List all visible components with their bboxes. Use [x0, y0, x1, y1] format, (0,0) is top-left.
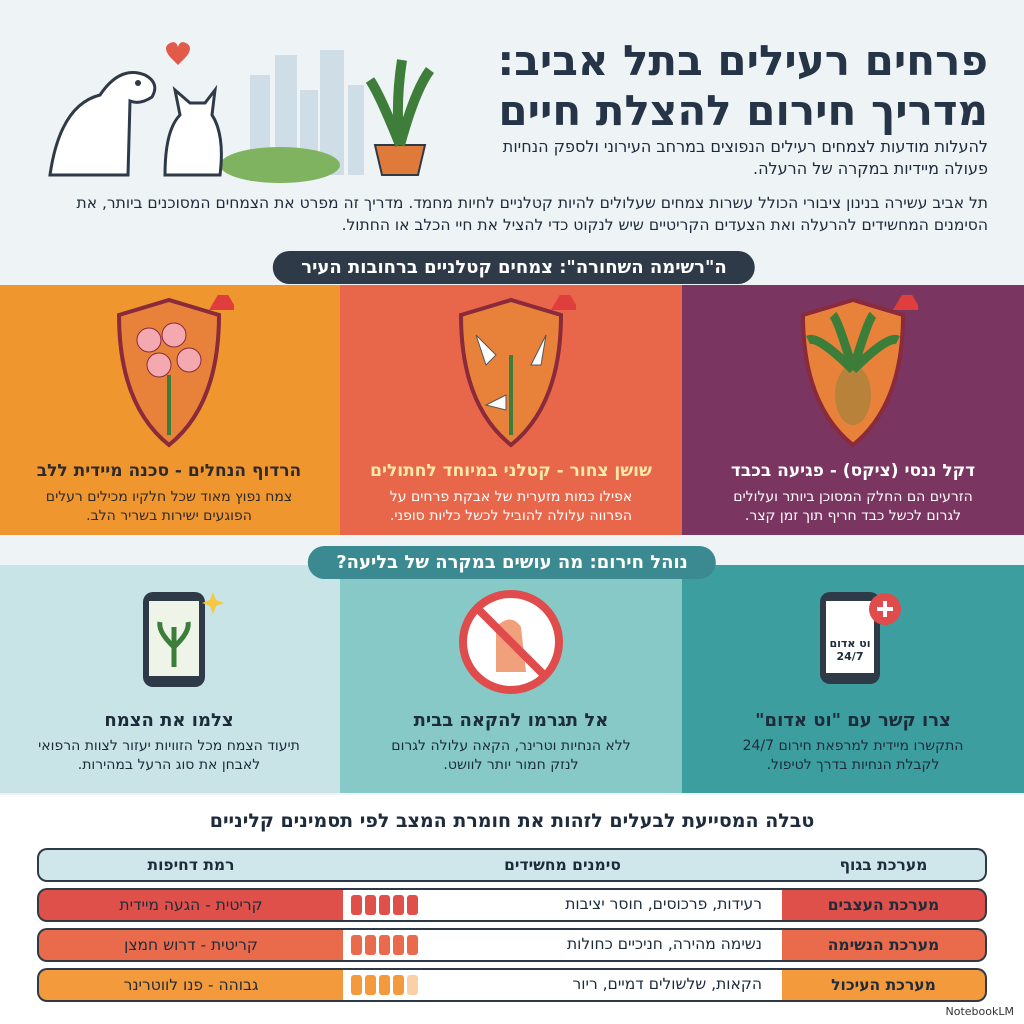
severity-bar-segment: [393, 935, 404, 955]
severity-indicator: [351, 895, 418, 915]
severity-bar-segment: [407, 975, 418, 995]
severity-bar-segment: [407, 895, 418, 915]
plant-name: הרדוף הנחלים - סכנה מיידית ללב: [36, 461, 302, 481]
table-row: מערכת הנשימה נשימה מהירה, חניכיים כחולות…: [37, 928, 987, 962]
table-row: מערכת העצבים רעידות, פרכוסים, חוסר יציבו…: [37, 888, 987, 922]
col-header-signs: סימנים מחשידים: [343, 848, 782, 882]
plant-description: צמח נפוץ מאוד שכל חלקיו מכילים רעלים הפו…: [45, 489, 293, 524]
pets-city-illustration: [48, 42, 435, 183]
severity-indicator: [351, 935, 418, 955]
phone-hours: 24/7: [836, 650, 864, 663]
cat-icon: [163, 84, 223, 177]
symptoms: הקאות, שלשולים דמיים, ריור: [572, 975, 762, 993]
urgency-level: גבוהה - פנו לווטרינר: [37, 968, 343, 1002]
body-system: מערכת הנשימה: [782, 928, 987, 962]
severity-indicator: [351, 975, 418, 995]
severity-table: מערכת בגוף סימנים מחשידים רמת דחיפות מער…: [37, 842, 987, 1008]
no-vomiting-icon: [459, 590, 563, 694]
cycad-palm-icon: [800, 295, 918, 448]
severity-bar-segment: [351, 935, 362, 955]
severity-bar-segment: [365, 895, 376, 915]
symptoms-cell: נשימה מהירה, חניכיים כחולות: [343, 928, 782, 962]
col-header-urgency: רמת דחיפות: [37, 848, 343, 882]
phone-label: וט אדום: [829, 637, 871, 650]
plant-name: שושן צחור - קטלני במיוחד לחתולים: [370, 461, 652, 481]
severity-bar-segment: [351, 895, 362, 915]
step-description: תיעוד הצמח מכל הזוויות יעזור לצוות הרפוא…: [38, 738, 300, 773]
step-description: התקשרו מיידית למרפאת חירום 24/7 לקבלת הנ…: [742, 738, 964, 773]
severity-bar-segment: [379, 935, 390, 955]
table-title: טבלה המסייעת לבעלים לזהות את חומרת המצב …: [209, 810, 815, 832]
table-header-row: מערכת בגוף סימנים מחשידים רמת דחיפות: [37, 848, 987, 882]
lily-icon: [458, 295, 576, 448]
symptoms: נשימה מהירה, חניכיים כחולות: [567, 935, 762, 953]
oleander-icon: [116, 295, 234, 448]
severity-bar-segment: [365, 935, 376, 955]
severity-bar-segment: [365, 975, 376, 995]
plant-card-oleander: הרדוף הנחלים - סכנה מיידית ללב צמח נפוץ …: [0, 285, 340, 535]
symptoms-cell: רעידות, פרכוסים, חוסר יציבות: [343, 888, 782, 922]
table-row: מערכת העיכול הקאות, שלשולים דמיים, ריור …: [37, 968, 987, 1002]
severity-bar-segment: [407, 935, 418, 955]
step-call-vet: וט אדום 24/7 צרו קשר עם "וט אדום" התקשרו…: [682, 565, 1024, 793]
potted-plant-icon: [365, 59, 435, 176]
intro-text: תל אביב עשירה בנינון ציבורי הכולל עשרות …: [76, 194, 988, 234]
severity-bar-segment: [379, 895, 390, 915]
plant-name: דקל ננסי (ציקס) - פגיעה בכבד: [730, 461, 976, 481]
step-title: צלמו את הצמח: [104, 710, 234, 731]
step-title: אל תגרמו להקאה בבית: [413, 710, 609, 731]
blacklist-banner: ה"רשימה השחורה": צמחים קטלניים ברחובות ה…: [273, 251, 755, 284]
plant-card-cycad: דקל ננסי (ציקס) - פגיעה בכבד הזרעים הם ה…: [682, 285, 1024, 535]
plant-description: הזרעים הם החלק המסוכן ביותר ועלולים לגרו…: [733, 489, 973, 524]
bush-icon: [220, 147, 340, 183]
symptoms: רעידות, פרכוסים, חוסר יציבות: [565, 895, 762, 913]
plant-card-lily: שושן צחור - קטלני במיוחד לחתולים אפילו כ…: [340, 285, 682, 535]
step-title: צרו קשר עם "וט אדום": [755, 710, 951, 731]
symptoms-cell: הקאות, שלשולים דמיים, ריור: [343, 968, 782, 1002]
body-system: מערכת העיכול: [782, 968, 987, 1002]
notebooklm-logo: NotebookLM: [945, 1005, 1014, 1018]
severity-bar-segment: [393, 895, 404, 915]
col-header-system: מערכת בגוף: [782, 848, 987, 882]
dog-icon: [48, 71, 157, 177]
phone-icon: [820, 592, 901, 684]
severity-bar-segment: [351, 975, 362, 995]
page-subtitle: להעלות מודעות לצמחים רעילים הנפוצים במרח…: [502, 137, 988, 178]
plant-description: אפילו כמות מזערית של אבקת פרחים על הפרוו…: [389, 489, 633, 524]
page-title: פרחים רעילים בתל אביב: מדריך חירום להצלת…: [497, 36, 988, 135]
severity-bar-segment: [379, 975, 390, 995]
urgency-level: קריטית - הגעה מיידית: [37, 888, 343, 922]
camera-phone-icon: [143, 592, 224, 687]
severity-bar-segment: [393, 975, 404, 995]
heart-icon: [166, 42, 190, 65]
step-photograph-plant: צלמו את הצמח תיעוד הצמח מכל הזוויות יעזו…: [0, 565, 340, 793]
step-no-vomit: אל תגרמו להקאה בבית ללא הנחיות וטרינר, ה…: [340, 565, 682, 793]
emergency-banner: נוהל חירום: מה עושים במקרה של בליעה?: [308, 546, 716, 579]
body-system: מערכת העצבים: [782, 888, 987, 922]
urgency-level: קריטית - דרוש חמצן: [37, 928, 343, 962]
step-description: ללא הנחיות וטרינר, הקאה עלולה לגרום לנזק…: [391, 738, 631, 773]
